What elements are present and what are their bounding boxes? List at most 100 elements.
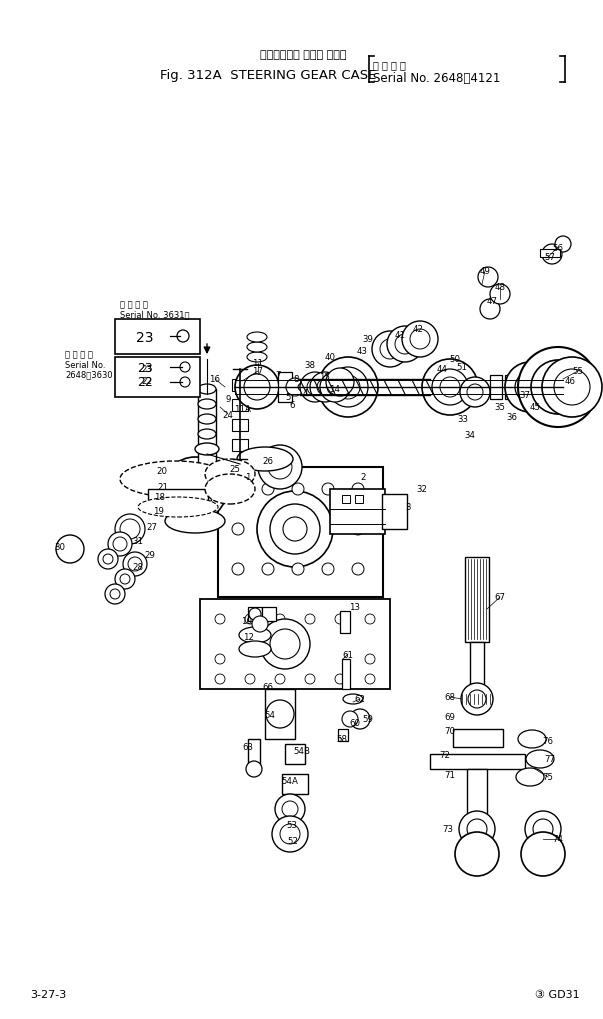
Circle shape — [235, 366, 279, 410]
Bar — [200, 599, 390, 689]
Text: 50: 50 — [449, 356, 461, 364]
Circle shape — [440, 378, 460, 397]
Circle shape — [115, 515, 145, 544]
Ellipse shape — [198, 399, 216, 410]
Ellipse shape — [247, 332, 267, 342]
Ellipse shape — [518, 731, 546, 748]
Circle shape — [98, 549, 118, 570]
Text: 11: 11 — [253, 359, 264, 368]
Text: 42: 42 — [412, 325, 423, 334]
Text: 56: 56 — [552, 244, 563, 253]
Circle shape — [180, 363, 190, 373]
Circle shape — [185, 480, 205, 499]
Circle shape — [490, 284, 510, 305]
Text: 40: 40 — [324, 354, 335, 362]
Text: 20: 20 — [157, 467, 168, 476]
Bar — [470, 642, 484, 702]
Circle shape — [105, 585, 125, 604]
Ellipse shape — [198, 384, 216, 394]
Text: 54B: 54B — [294, 747, 311, 756]
Circle shape — [275, 614, 285, 625]
Circle shape — [372, 331, 408, 368]
Circle shape — [215, 675, 225, 685]
Bar — [342, 659, 350, 689]
Text: 44: 44 — [437, 365, 447, 374]
Circle shape — [103, 554, 113, 565]
Text: 75: 75 — [543, 772, 554, 782]
Text: 67: 67 — [494, 593, 505, 602]
Text: 74: 74 — [552, 835, 563, 844]
Circle shape — [335, 675, 345, 685]
Circle shape — [272, 816, 308, 852]
Circle shape — [350, 709, 370, 730]
Text: 37: 37 — [520, 390, 531, 399]
Circle shape — [467, 819, 487, 840]
Ellipse shape — [247, 353, 267, 363]
Text: 31: 31 — [133, 537, 144, 546]
Circle shape — [518, 347, 598, 428]
Circle shape — [123, 552, 147, 577]
Circle shape — [257, 491, 333, 568]
Text: 33: 33 — [458, 415, 469, 424]
Text: 32: 32 — [417, 485, 428, 494]
Bar — [453, 730, 503, 747]
Text: 47: 47 — [487, 298, 497, 306]
Circle shape — [268, 455, 292, 480]
Circle shape — [246, 761, 262, 777]
Text: 27: 27 — [147, 523, 157, 532]
Circle shape — [336, 376, 360, 399]
Circle shape — [352, 524, 364, 535]
Ellipse shape — [239, 641, 271, 657]
Bar — [262, 607, 276, 622]
Ellipse shape — [247, 342, 267, 353]
Text: 11A: 11A — [233, 406, 250, 414]
Text: 41: 41 — [394, 330, 405, 339]
Circle shape — [533, 819, 553, 840]
Text: 70: 70 — [444, 727, 455, 736]
Circle shape — [120, 520, 140, 539]
Circle shape — [120, 575, 130, 585]
Text: 3-27-3: 3-27-3 — [30, 989, 66, 999]
Circle shape — [249, 608, 261, 621]
Ellipse shape — [120, 462, 230, 497]
Text: 76: 76 — [543, 737, 554, 746]
Text: 23: 23 — [142, 365, 153, 374]
Text: 適 用 号 機: 適 用 号 機 — [65, 351, 93, 359]
Text: 1: 1 — [245, 473, 251, 482]
Circle shape — [260, 620, 310, 669]
Text: 4: 4 — [302, 389, 308, 398]
Text: 49: 49 — [479, 267, 490, 276]
Bar — [467, 769, 487, 814]
Circle shape — [56, 535, 84, 564]
Text: 36: 36 — [507, 413, 517, 422]
Circle shape — [515, 373, 545, 403]
Circle shape — [300, 373, 330, 403]
Circle shape — [110, 589, 120, 599]
Text: 18: 18 — [154, 493, 165, 502]
Bar — [248, 739, 260, 769]
Text: 55: 55 — [572, 367, 584, 376]
Bar — [232, 439, 248, 451]
Circle shape — [410, 330, 430, 350]
Circle shape — [525, 811, 561, 847]
Text: 10: 10 — [241, 616, 253, 626]
Text: 14: 14 — [329, 385, 341, 394]
Text: 12: 12 — [244, 633, 254, 642]
Circle shape — [387, 327, 423, 363]
Bar — [338, 730, 348, 741]
Bar — [232, 399, 248, 412]
Circle shape — [402, 322, 438, 358]
Circle shape — [128, 557, 142, 572]
Circle shape — [531, 361, 585, 415]
Bar — [430, 754, 525, 769]
Bar — [198, 389, 216, 470]
Bar — [232, 420, 248, 432]
Circle shape — [328, 368, 368, 408]
Circle shape — [270, 630, 300, 659]
Text: 73: 73 — [443, 824, 453, 834]
Text: 23: 23 — [136, 331, 154, 344]
Ellipse shape — [205, 460, 255, 489]
Bar — [232, 380, 248, 391]
Text: 45: 45 — [529, 404, 540, 412]
Text: 3: 3 — [405, 503, 411, 512]
